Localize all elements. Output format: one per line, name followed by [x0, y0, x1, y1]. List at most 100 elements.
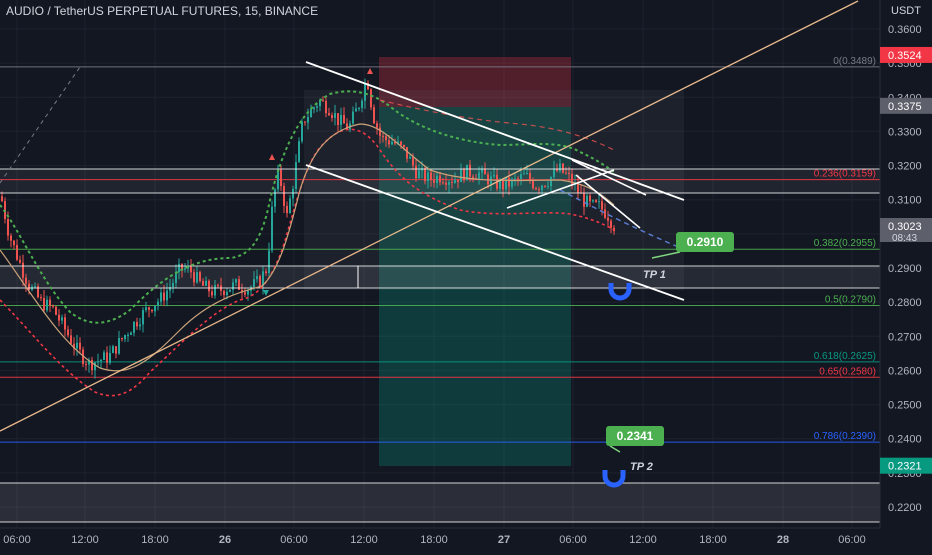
candle-body [403, 144, 405, 148]
candle-body [46, 299, 48, 311]
candle-body [358, 108, 360, 110]
candle-body [217, 285, 219, 287]
stop-zone [379, 57, 571, 107]
price-badge [880, 457, 932, 474]
x-tick-label: 18:00 [420, 534, 448, 546]
candle-body [70, 335, 72, 344]
candle-body [37, 286, 39, 298]
candle-body [214, 285, 216, 296]
candle-body [385, 136, 387, 141]
candle-body [526, 173, 528, 175]
candle-body [508, 177, 510, 187]
candle-body [340, 114, 342, 125]
candle-body [88, 359, 90, 365]
candle-body [535, 188, 537, 190]
candle-body [562, 163, 564, 173]
x-tick-label: 06:00 [280, 534, 308, 546]
candle-body [586, 195, 588, 207]
candle-body [148, 307, 150, 310]
candles [1, 68, 615, 379]
y-tick-label: 0.2500 [888, 400, 922, 412]
candle-body [112, 346, 114, 353]
fib-level-label: 0.786(0.2390) [814, 431, 876, 442]
fib-level-label: 0.382(0.2955) [814, 238, 876, 249]
candle-body [391, 141, 393, 145]
candle-body [268, 250, 270, 274]
candle-body [583, 193, 585, 207]
time-axis-bg [0, 528, 932, 550]
candle-body [241, 289, 243, 293]
candle-body [364, 83, 366, 101]
candle-body [331, 115, 333, 118]
candle-body [142, 310, 144, 325]
candle-body [154, 305, 156, 312]
candle-body [571, 173, 573, 185]
candle-body [439, 175, 441, 183]
candle-body [49, 299, 51, 306]
candle-body [211, 291, 213, 296]
candle-body [298, 141, 300, 163]
candle-body [553, 168, 555, 178]
candle-body [286, 205, 288, 214]
y-tick-label: 0.2900 [888, 263, 922, 275]
candle-body [169, 287, 171, 291]
time-axis[interactable]: 06:00 12:00 18:00 26 06:00 12:00 18:00 27 06:00 1… [0, 527, 932, 550]
candle-body [289, 198, 291, 214]
target-price-label: 0.2341 [617, 429, 654, 443]
candle-body [52, 305, 54, 307]
candle-body [370, 89, 372, 108]
ma-upper-band [0, 90, 615, 324]
candle-body [436, 175, 438, 183]
candle-body [43, 297, 45, 311]
candle-body [130, 332, 132, 335]
candle-body [271, 206, 273, 251]
candle-body [202, 280, 204, 286]
candle-body [277, 169, 279, 190]
y-tick-label: 0.2200 [888, 502, 922, 514]
fib-level-label: 0(0.3489) [833, 56, 876, 67]
ma-dashed [379, 99, 615, 151]
candle-body [316, 106, 318, 108]
down-arrow-marker [269, 154, 275, 160]
candle-body [247, 290, 249, 295]
candle-body [505, 177, 507, 190]
candle-body [19, 259, 21, 263]
candle-body [301, 121, 303, 142]
candle-body [457, 179, 459, 183]
scale-unit: USDT [891, 5, 921, 17]
target-name-label: TP 2 [630, 461, 653, 473]
x-tick-label: 12:00 [71, 534, 99, 546]
price-badge-countdown: 08:43 [892, 233, 917, 244]
x-tick-label: 18:00 [141, 534, 169, 546]
candle-body [283, 186, 285, 206]
wedge-line [575, 174, 641, 229]
candle-body [259, 276, 261, 287]
candle-body [355, 108, 357, 112]
x-tick-label: 28 [777, 534, 789, 546]
candle-body [256, 276, 258, 280]
candle-body [73, 343, 75, 349]
candle-body [79, 342, 81, 350]
candle-body [511, 178, 513, 187]
candle-body [406, 147, 408, 159]
x-tick-label: 06:00 [559, 534, 587, 546]
candle-body [85, 364, 87, 366]
candle-body [10, 235, 12, 241]
candle-body [445, 182, 447, 185]
candle-body [418, 170, 420, 179]
magnet-icon [608, 283, 632, 301]
projection-line [559, 189, 677, 247]
candle-body [592, 200, 594, 202]
candle-body [145, 307, 147, 311]
price-labels: 0.2910 TP 1 0.2341 TP 2 0.3524 0.3375 0.302308… [602, 46, 932, 488]
candle-body [595, 200, 597, 202]
x-tick-label: 12:00 [350, 534, 378, 546]
candle-body [376, 123, 378, 128]
target-zone [379, 107, 571, 466]
sr-box-mid [0, 266, 880, 288]
candle-body [367, 83, 369, 90]
candle-body [172, 282, 174, 288]
candle-body [61, 317, 63, 321]
